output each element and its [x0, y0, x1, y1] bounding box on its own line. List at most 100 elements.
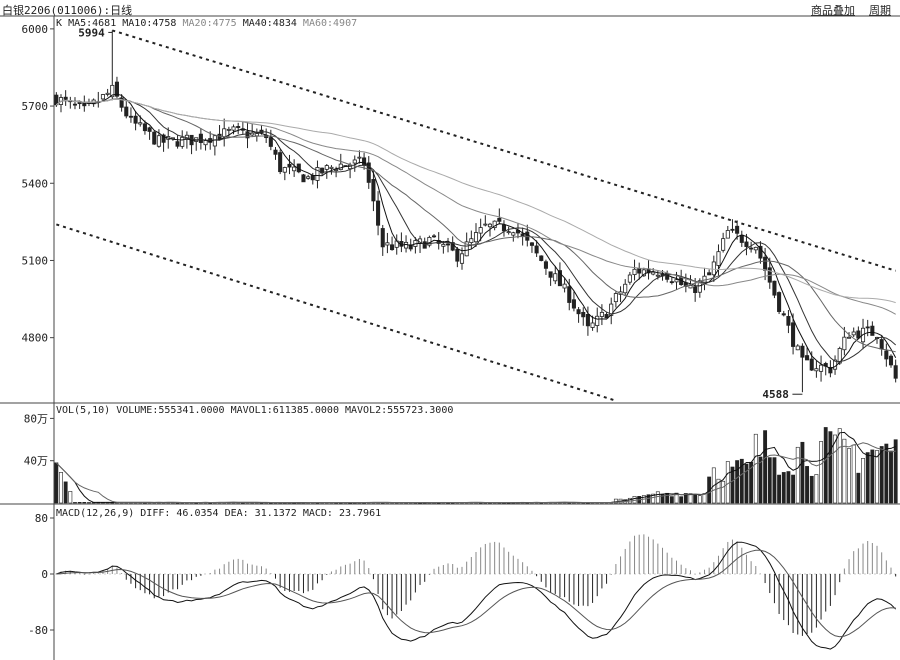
- candle-body: [534, 245, 539, 254]
- candle-body: [800, 345, 805, 358]
- candle-body: [376, 200, 381, 226]
- candle-body: [124, 106, 129, 117]
- candle-body: [707, 272, 712, 276]
- volume-bar: [828, 431, 833, 504]
- candle-body: [128, 115, 133, 118]
- candle-body: [543, 261, 548, 269]
- candle-body: [352, 159, 357, 164]
- volume-tick-label: 40万: [24, 455, 48, 468]
- candle-body: [217, 133, 222, 140]
- candle-body: [721, 238, 726, 251]
- volume-bar: [851, 444, 856, 504]
- price-tick-label: 5100: [22, 254, 49, 267]
- price-tick-label: 5400: [22, 177, 49, 190]
- candle-body: [581, 311, 586, 318]
- candle-body: [287, 163, 292, 168]
- volume-bar: [679, 496, 684, 504]
- candle-body: [487, 223, 493, 228]
- candle-body: [604, 314, 609, 319]
- volume-bar: [655, 491, 660, 504]
- ma20-line: [55, 98, 896, 353]
- candle-body: [455, 248, 460, 262]
- volume-bar: [842, 438, 847, 504]
- volume-bar: [861, 458, 865, 504]
- candle-body: [152, 131, 157, 145]
- volume-bar: [688, 493, 693, 504]
- candle-body: [212, 135, 217, 147]
- candle-body: [320, 167, 325, 174]
- candle-body: [114, 81, 119, 97]
- candle-body: [739, 234, 744, 243]
- candle-body: [324, 165, 329, 170]
- volume-bar: [856, 472, 861, 504]
- volume-bar: [716, 478, 721, 504]
- dea-line: [56, 549, 896, 638]
- candle-body: [254, 133, 259, 137]
- candle-body: [711, 261, 716, 276]
- candle-body: [693, 286, 698, 293]
- candle-body: [366, 162, 371, 183]
- period-button[interactable]: 周期: [869, 4, 891, 17]
- volume-bar: [814, 474, 819, 504]
- overlay-commodity-button[interactable]: 商品叠加: [811, 4, 855, 17]
- volume-bar: [73, 502, 77, 504]
- volume-bar: [823, 427, 828, 504]
- candle-body: [161, 134, 166, 143]
- candle-body: [226, 128, 231, 131]
- candle-body: [599, 311, 604, 317]
- candle-body: [133, 115, 138, 124]
- volume-bar: [809, 475, 814, 504]
- volume-bar: [786, 471, 791, 504]
- volume-bar: [805, 466, 810, 504]
- candle-body: [655, 274, 660, 277]
- candle-body: [609, 303, 614, 316]
- candle-body: [273, 149, 278, 155]
- candle-body: [637, 268, 642, 274]
- candle-body: [156, 135, 161, 147]
- candle-body: [357, 156, 362, 159]
- legend-ma20: MA20:4775: [182, 18, 237, 29]
- volume-bar: [725, 461, 730, 504]
- candle-body: [641, 269, 646, 277]
- top-bar: 白银2206(011006):日线 商品叠加 周期: [0, 0, 900, 17]
- volume-bar: [893, 439, 898, 504]
- macd-tick-label: 80: [35, 512, 48, 525]
- volume-bar: [884, 443, 889, 504]
- candle-body: [865, 326, 870, 329]
- candle-body: [506, 231, 511, 234]
- volume-bar: [865, 452, 870, 504]
- candle-body: [236, 126, 241, 128]
- volume-bar: [781, 472, 786, 504]
- candle-body: [553, 273, 558, 282]
- candle-body: [105, 92, 110, 95]
- price-tick-label: 4800: [22, 332, 49, 345]
- volume-bar: [795, 446, 800, 504]
- candle-body: [749, 247, 754, 250]
- candle-body: [100, 94, 105, 100]
- candle-body: [888, 355, 894, 366]
- candle-body: [334, 169, 339, 171]
- candle-body: [520, 233, 525, 236]
- candle-body: [781, 313, 786, 316]
- candle-body: [292, 166, 297, 172]
- candle-body: [758, 245, 763, 259]
- candle-body: [744, 241, 749, 247]
- candle-body: [511, 232, 516, 236]
- candle-body: [408, 244, 413, 250]
- volume-bar: [665, 492, 670, 504]
- candle-body: [716, 251, 721, 266]
- candle-body: [441, 243, 446, 247]
- candle-body: [203, 140, 208, 146]
- candle-body: [669, 281, 674, 284]
- candle-body: [548, 271, 553, 278]
- volume-bar: [791, 474, 796, 504]
- candle-body: [362, 157, 367, 166]
- legend-ma5: MA5:4681: [68, 18, 117, 29]
- candle-body: [651, 271, 656, 275]
- candle-body: [562, 283, 567, 289]
- volume-bar: [63, 481, 68, 504]
- price-tick-label: 6000: [22, 23, 49, 36]
- volume-bar: [739, 458, 744, 504]
- candle-body: [338, 163, 343, 171]
- candle-body: [329, 166, 334, 169]
